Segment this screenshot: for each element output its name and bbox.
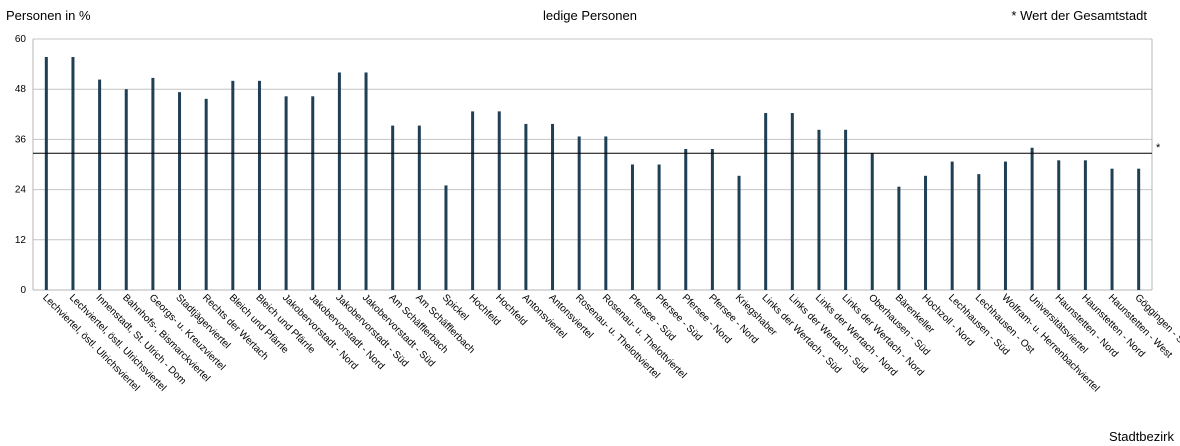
- bar: [1003, 161, 1007, 290]
- bar: [604, 136, 608, 290]
- bar: [577, 136, 581, 290]
- bar: [417, 125, 421, 290]
- bar: [1057, 160, 1061, 290]
- chart-title: ledige Personen: [543, 8, 637, 23]
- bar: [44, 56, 48, 290]
- bar: [657, 164, 661, 290]
- bar: [897, 186, 901, 290]
- bar: [870, 153, 874, 290]
- bar: [444, 185, 448, 290]
- bar: [151, 77, 155, 290]
- bar: [844, 129, 848, 290]
- bar: [231, 80, 235, 290]
- bar: [257, 80, 261, 290]
- x-axis-title: Stadtbezirk: [1108, 429, 1174, 444]
- y-tick-label: 48: [15, 84, 27, 95]
- bar: [684, 149, 688, 290]
- bar: [551, 123, 555, 291]
- y-tick-label: 24: [15, 185, 27, 196]
- bar: [630, 164, 634, 290]
- bar: [1083, 160, 1087, 290]
- y-tick-label: 36: [15, 134, 27, 145]
- bar: [204, 98, 208, 291]
- bar: [790, 113, 794, 290]
- bar: [764, 113, 768, 290]
- bar: [471, 111, 475, 290]
- y-axis-title: Personen in %: [6, 8, 91, 23]
- bar: [391, 125, 395, 290]
- bar: [524, 123, 528, 291]
- bar: [710, 149, 714, 290]
- bar: [1110, 168, 1114, 290]
- bar: [98, 79, 102, 290]
- bar: [124, 89, 128, 290]
- bar: [337, 72, 341, 290]
- bar: [178, 92, 182, 291]
- bar: [284, 96, 288, 290]
- y-tick-label: 12: [15, 235, 27, 246]
- bar: [950, 161, 954, 290]
- bar: [364, 72, 368, 290]
- bar: [311, 96, 315, 290]
- y-tick-label: 60: [15, 34, 27, 45]
- reference-marker: *: [1156, 142, 1161, 154]
- bar: [817, 129, 821, 290]
- bar: [924, 175, 928, 290]
- bar: [1030, 147, 1034, 290]
- bar: [497, 111, 501, 290]
- bar: [71, 56, 75, 290]
- bar: [1137, 168, 1141, 290]
- reference-note: * Wert der Gesamtstadt: [1011, 8, 1147, 23]
- bar: [977, 174, 981, 290]
- bar: [737, 175, 741, 290]
- y-tick-label: 0: [20, 285, 26, 296]
